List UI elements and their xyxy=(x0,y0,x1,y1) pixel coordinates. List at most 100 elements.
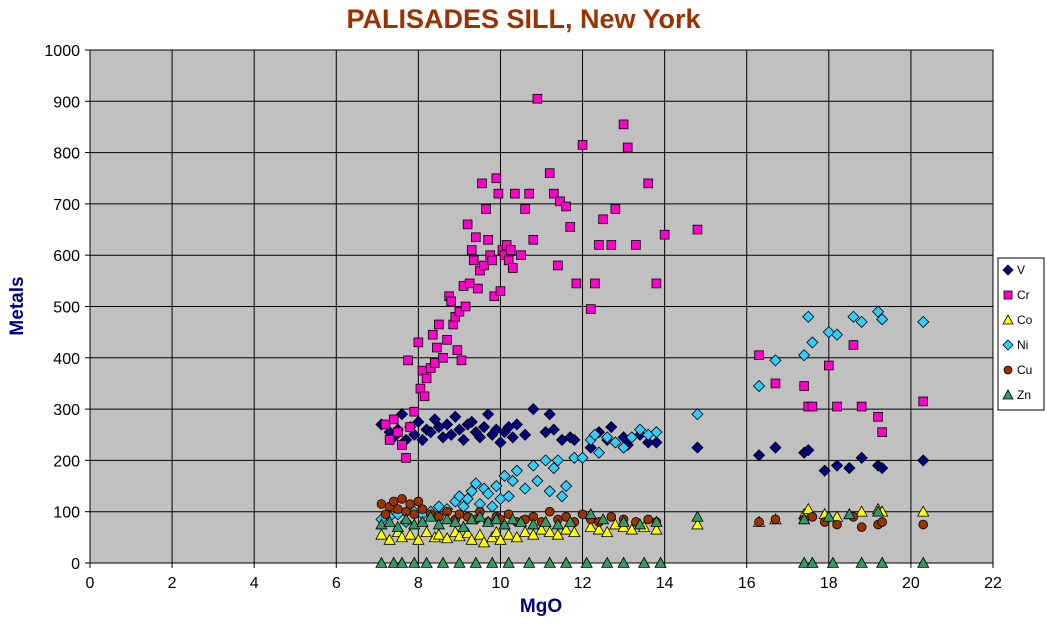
y-tick-label: 600 xyxy=(53,248,80,265)
data-point-cr xyxy=(807,401,818,412)
legend-marker-zn xyxy=(1002,389,1014,400)
data-point-cr xyxy=(571,278,582,289)
data-point-cr xyxy=(487,255,498,266)
data-point-zn xyxy=(424,510,437,522)
data-point-v xyxy=(876,462,889,475)
x-tick-label: 2 xyxy=(168,575,177,592)
data-point-cr xyxy=(754,350,764,361)
data-point-zn xyxy=(375,556,388,568)
data-point-co xyxy=(917,505,930,517)
y-tick-label: 1000 xyxy=(44,43,80,60)
data-point-co xyxy=(453,530,466,542)
data-point-cr xyxy=(442,335,452,345)
data-point-ni xyxy=(551,454,564,467)
data-point-cr xyxy=(456,355,467,366)
data-point-co xyxy=(420,525,433,538)
data-point-cr xyxy=(477,178,487,189)
legend-label-cr: Cr xyxy=(1017,288,1030,302)
data-point-co xyxy=(802,502,815,514)
data-point-cr xyxy=(493,188,504,199)
data-point-zn xyxy=(564,515,577,527)
data-point-cr xyxy=(524,188,534,199)
legend-label-co: Co xyxy=(1017,313,1033,327)
x-tick-label: 4 xyxy=(250,575,259,592)
series-zn xyxy=(375,505,930,568)
data-point-ni xyxy=(555,490,569,503)
data-point-v xyxy=(843,462,856,475)
data-point-cr xyxy=(466,245,477,255)
y-tick-label: 100 xyxy=(53,505,80,522)
legend-label-ni: Ni xyxy=(1017,338,1028,352)
data-point-ni xyxy=(806,336,819,349)
x-tick-label: 14 xyxy=(656,575,674,592)
legend-marker-ni xyxy=(1002,339,1014,351)
data-point-v xyxy=(424,426,437,439)
x-tick-label: 22 xyxy=(984,575,1002,592)
chart-title: PALISADES SILL, New York xyxy=(346,4,701,34)
data-point-zn xyxy=(387,556,400,568)
data-point-ni xyxy=(601,431,614,444)
data-point-v xyxy=(482,408,495,421)
data-point-zn xyxy=(580,556,593,568)
legend-label-cu: Cu xyxy=(1017,363,1032,377)
data-point-cr xyxy=(505,245,516,255)
data-point-cu xyxy=(856,522,867,532)
data-point-v xyxy=(519,428,532,441)
y-tick-label: 300 xyxy=(53,402,80,419)
data-point-zn xyxy=(514,515,528,527)
data-point-co xyxy=(412,533,425,545)
data-point-cr xyxy=(384,435,395,445)
data-point-zn xyxy=(650,515,663,527)
data-point-cr xyxy=(432,342,442,353)
data-point-cr xyxy=(651,278,662,289)
data-point-zn xyxy=(420,556,433,568)
data-point-cu xyxy=(877,517,887,527)
data-point-zn xyxy=(843,507,856,520)
axes: 0 2 4 6 8 10 12 14 16 18 20 22 0 100 200 300 400 500 600 70… xyxy=(44,43,1002,592)
legend-box xyxy=(997,257,1045,411)
data-point-v xyxy=(818,464,831,477)
data-point-cr xyxy=(544,168,555,178)
data-point-v xyxy=(473,431,486,444)
y-tick-label: 500 xyxy=(53,300,80,317)
data-point-zn xyxy=(584,507,597,520)
data-point-cr xyxy=(393,427,403,437)
data-point-cr xyxy=(590,278,600,289)
data-point-cr xyxy=(388,414,399,425)
data-point-co xyxy=(600,525,614,538)
x-tick-label: 20 xyxy=(902,575,920,592)
y-tick-label: 0 xyxy=(71,556,80,573)
data-point-ni xyxy=(482,487,495,500)
data-point-cr xyxy=(427,329,438,340)
data-point-cr xyxy=(873,411,883,422)
data-point-ni xyxy=(469,477,482,490)
data-point-cu xyxy=(405,499,415,509)
x-tick-label: 12 xyxy=(574,575,592,592)
data-point-zn xyxy=(436,556,450,568)
data-point-ni xyxy=(691,408,704,421)
data-point-cu xyxy=(413,496,424,507)
data-point-zn xyxy=(408,556,421,568)
x-tick-label: 10 xyxy=(492,575,510,592)
data-point-ni xyxy=(588,428,601,441)
x-tick-label: 16 xyxy=(738,575,756,592)
data-point-cr xyxy=(877,427,887,437)
data-point-v xyxy=(494,436,507,449)
y-axis-title: Metals xyxy=(7,276,28,335)
data-point-ni xyxy=(855,315,868,328)
data-point-zn xyxy=(875,556,889,568)
data-point-v xyxy=(416,433,429,446)
data-point-ni xyxy=(769,354,782,367)
data-point-cu xyxy=(380,509,391,520)
data-point-co xyxy=(502,528,515,540)
data-point-ni xyxy=(519,482,532,495)
data-point-cu xyxy=(606,512,617,522)
data-point-zn xyxy=(440,513,454,525)
data-point-cr xyxy=(483,235,493,245)
data-point-zn xyxy=(391,520,405,532)
data-point-zn xyxy=(637,556,651,568)
data-point-v xyxy=(568,433,581,446)
data-point-cr xyxy=(397,440,407,450)
data-point-co xyxy=(490,525,503,538)
